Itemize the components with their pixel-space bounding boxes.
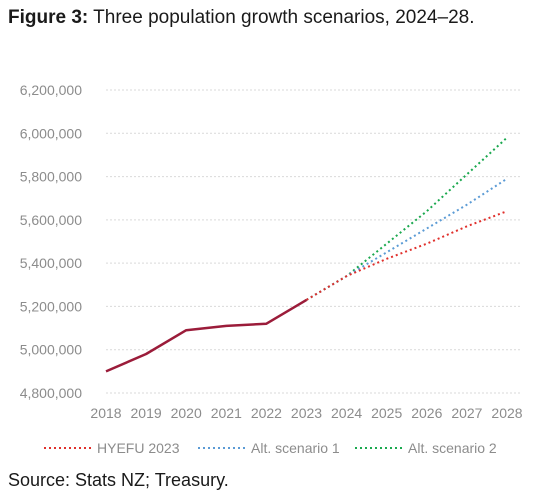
y-tick-label: 5,800,000 <box>20 169 82 185</box>
x-tick-label: 2023 <box>291 405 322 421</box>
y-tick-label: 5,400,000 <box>20 255 82 271</box>
figure-label: Figure 3: <box>8 7 89 28</box>
population-line-chart: 4,800,000 5,000,000 5,200,000 5,400,000 5,60… <box>20 82 523 456</box>
legend: HYEFU 2023 Alt. scenario 1 Alt. scenario 2 <box>44 440 497 456</box>
x-tick-label: 2028 <box>491 405 522 421</box>
legend-label-alt1: Alt. scenario 1 <box>251 440 340 456</box>
legend-label-hyefu: HYEFU 2023 <box>97 440 180 456</box>
series-line-hyefu <box>305 210 508 301</box>
y-tick-label: 5,000,000 <box>20 342 82 358</box>
y-tick-label: 6,000,000 <box>20 125 82 141</box>
y-tick-label: 4,800,000 <box>20 385 82 401</box>
series-line-alt1 <box>305 177 508 301</box>
series-line-alt2 <box>305 136 508 301</box>
series-line-history <box>105 298 308 373</box>
x-tick-label: 2020 <box>171 405 202 421</box>
x-tick-label: 2026 <box>411 405 442 421</box>
gridlines <box>106 89 522 394</box>
y-tick-label: 6,200,000 <box>20 82 82 98</box>
source-note: Source: Stats NZ; Treasury. <box>8 470 229 490</box>
x-tick-label: 2022 <box>251 405 282 421</box>
y-tick-label: 5,200,000 <box>20 298 82 314</box>
x-tick-label: 2025 <box>371 405 402 421</box>
x-axis-tick-labels: 2018 2019 2020 2021 2022 2023 2024 2025 2026 2027… <box>90 405 522 421</box>
x-tick-label: 2018 <box>90 405 121 421</box>
series-lines <box>105 136 508 373</box>
y-axis-tick-labels: 4,800,000 5,000,000 5,200,000 5,400,000 5,60… <box>20 82 82 401</box>
legend-label-alt2: Alt. scenario 2 <box>408 440 497 456</box>
figure-title-text: Three population growth scenarios, 2024–… <box>88 7 475 28</box>
y-tick-label: 5,600,000 <box>20 212 82 228</box>
x-tick-label: 2021 <box>211 405 242 421</box>
x-tick-label: 2024 <box>331 405 362 421</box>
chart-title: Figure 3: Three population growth scenar… <box>8 4 528 32</box>
x-tick-label: 2027 <box>451 405 482 421</box>
x-tick-label: 2019 <box>131 405 162 421</box>
